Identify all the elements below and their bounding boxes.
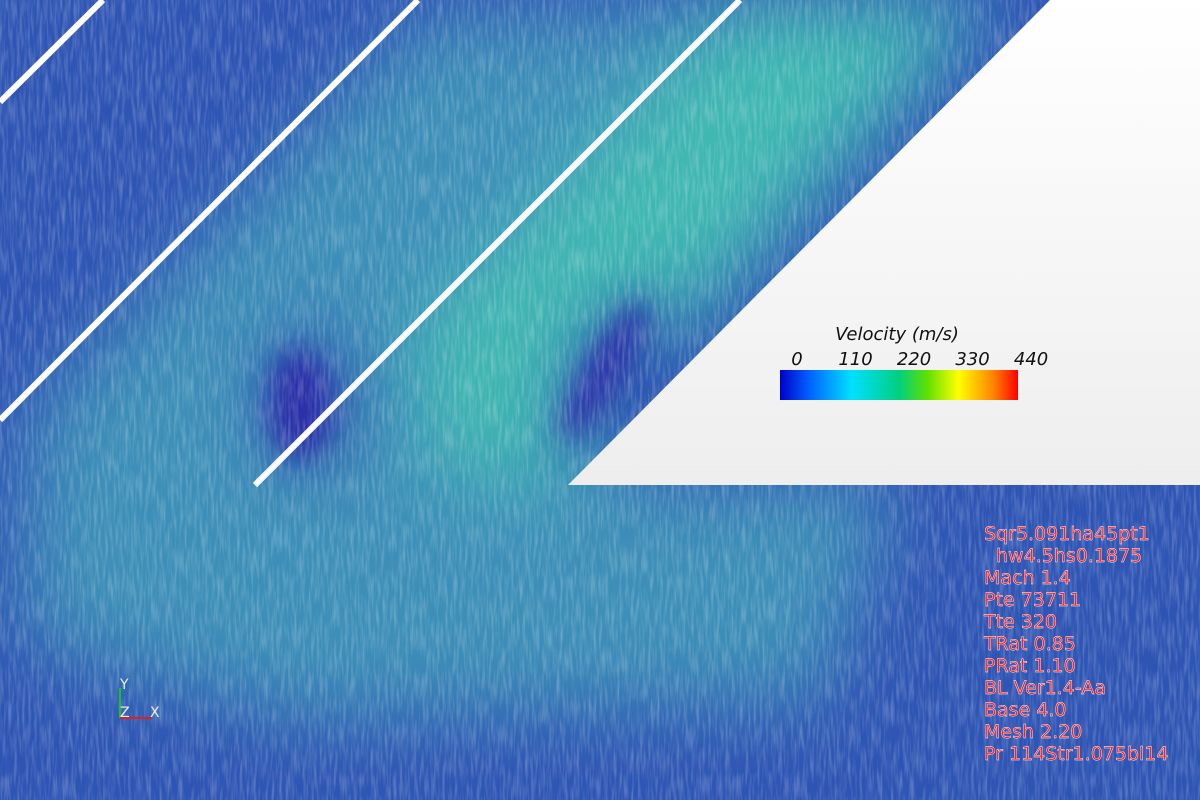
- annotation-line: Pte 73711: [984, 589, 1081, 611]
- axes-triad: Y X Z: [119, 677, 160, 721]
- blade: [0, 0, 421, 423]
- annotation-line: Pr 114Str1.075bl14: [984, 743, 1168, 765]
- blade: [0, 0, 106, 105]
- legend-tick-label: 110: [838, 349, 872, 370]
- legend-title: Velocity (m/s): [835, 324, 959, 345]
- legend-bar: [780, 370, 1018, 400]
- annotation-line: PRat 1.10: [984, 655, 1076, 677]
- color-legend: Velocity (m/s) 0 110 220 330 440: [780, 324, 1048, 400]
- annotation-line: hw4.5hs0.1875: [996, 545, 1142, 567]
- legend-tick-label: 330: [955, 349, 989, 370]
- legend-tick-label: 0: [791, 349, 802, 370]
- blade: [252, 0, 743, 488]
- x-axis-label: X: [150, 705, 160, 721]
- annotation-line: BL Ver1.4-Aa: [984, 677, 1106, 699]
- annotation-line: Mach 1.4: [984, 567, 1071, 589]
- annotation-line: Tte 320: [983, 611, 1057, 633]
- legend-tick-label: 220: [897, 349, 931, 370]
- annotation-line: Sqr5.091ha45pt1: [984, 523, 1150, 545]
- annotation-line: Base 4.0: [984, 699, 1067, 721]
- y-axis-label: Y: [119, 677, 129, 693]
- legend-ticks: 0 110 220 330 440: [791, 349, 1048, 370]
- annotation-line: Mesh 2.20: [984, 721, 1082, 743]
- z-axis-label: Z: [120, 705, 130, 721]
- annotation-line: TRat 0.85: [983, 633, 1076, 655]
- background-region: [568, 0, 1200, 485]
- legend-tick-label: 440: [1014, 349, 1048, 370]
